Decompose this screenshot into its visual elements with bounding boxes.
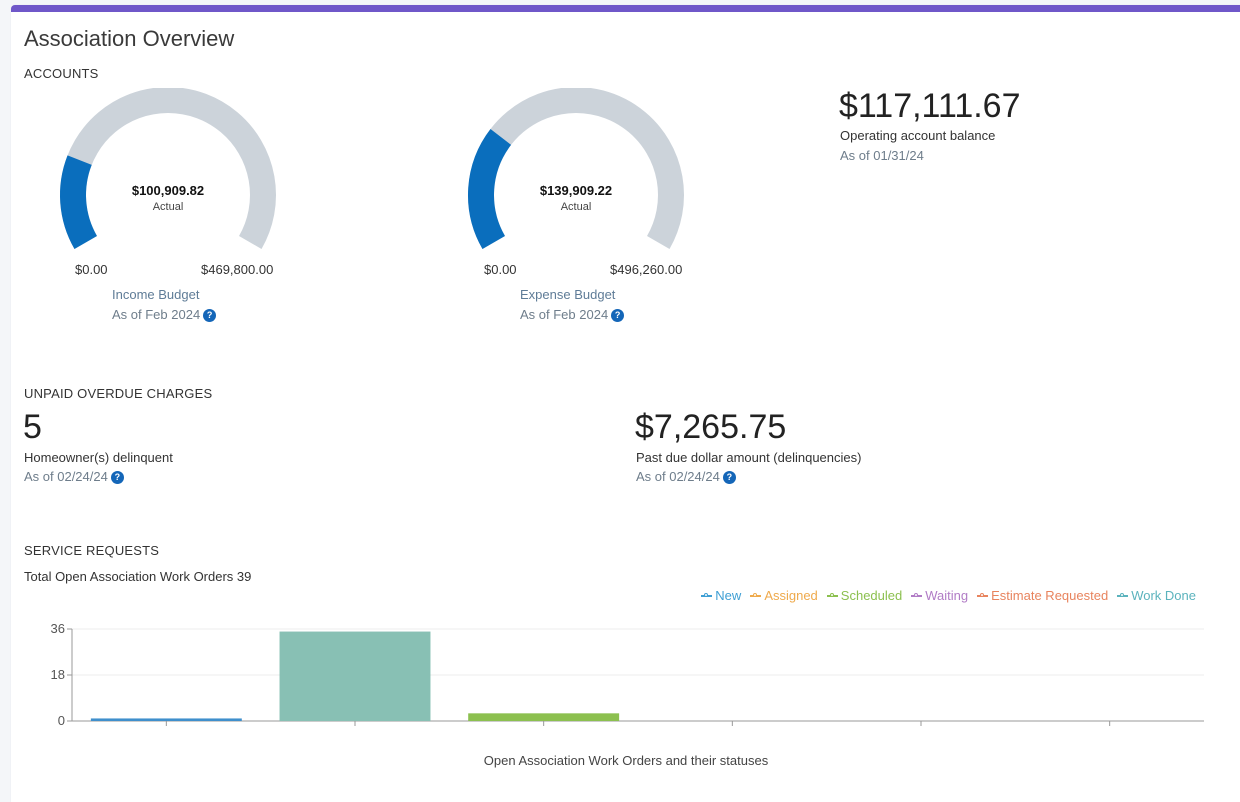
legend-item-new[interactable]: New — [701, 588, 741, 603]
operating-balance-value: $117,111.67 — [839, 87, 1021, 125]
income-actual-label: Actual — [152, 201, 184, 213]
association-overview-card — [11, 5, 1240, 802]
expense-actual-label: Actual — [560, 201, 592, 213]
expense-max-label: $496,260.00 — [610, 262, 683, 277]
income-min-label: $0.00 — [75, 262, 108, 277]
legend-marker-icon — [750, 592, 762, 597]
total-open-work-orders: Total Open Association Work Orders 39 — [24, 569, 252, 584]
legend-label: Assigned — [764, 588, 818, 603]
legend-marker-icon — [701, 592, 713, 597]
legend-item-assigned[interactable]: Assigned — [750, 588, 818, 603]
income-actual-value: $100,909.82 — [131, 183, 205, 198]
y-tick-label: 18 — [51, 667, 65, 682]
legend-item-scheduled[interactable]: Scheduled — [826, 588, 903, 603]
past-due-amount: $7,265.75 — [635, 408, 787, 446]
work-orders-bar-chart: 0 18 36 — [51, 621, 1204, 728]
legend-label: New — [715, 588, 742, 603]
bar-assigned — [279, 631, 431, 721]
income-as-of-text: As of Feb 2024 — [112, 307, 201, 322]
expense-gauge-fill — [468, 129, 512, 249]
past-due-as-of: As of 02/24/24? — [636, 469, 736, 485]
expense-as-of-text: As of Feb 2024 — [520, 307, 609, 322]
legend-item-waiting[interactable]: Waiting — [911, 588, 968, 603]
delinquent-as-of: As of 02/24/24? — [24, 469, 124, 485]
page-title: Association Overview — [24, 26, 235, 51]
income-as-of: As of Feb 2024? — [112, 307, 217, 323]
legend-marker-icon — [911, 592, 923, 597]
income-gauge-fill — [60, 155, 98, 249]
y-tick-label: 0 — [58, 713, 65, 728]
chart-x-axis-label: Open Association Work Orders and their s… — [483, 753, 769, 768]
income-gauge-track — [60, 88, 276, 249]
legend-label: Scheduled — [840, 588, 903, 603]
accounts-section-label: ACCOUNTS — [24, 66, 99, 81]
bar-scheduled — [468, 713, 620, 721]
expense-as-of: As of Feb 2024? — [520, 307, 625, 323]
delinquent-label: Homeowner(s) delinquent — [24, 450, 173, 465]
income-max-label: $469,800.00 — [201, 262, 274, 277]
help-icon[interactable]: ? — [722, 471, 736, 485]
help-icon[interactable]: ? — [203, 309, 217, 323]
income-gauge — [60, 88, 276, 249]
legend-marker-icon — [1117, 592, 1129, 597]
expense-actual-value: $139,909.22 — [539, 183, 613, 198]
legend-label: Waiting — [925, 588, 969, 603]
expense-gauge — [468, 88, 684, 249]
operating-balance-label: Operating account balance — [840, 128, 996, 143]
legend-item-estimate-requested[interactable]: Estimate Requested — [977, 588, 1108, 603]
legend-marker-icon — [826, 592, 838, 597]
income-budget-link[interactable]: Income Budget — [112, 287, 200, 302]
help-icon[interactable]: ? — [110, 471, 124, 485]
help-icon[interactable]: ? — [611, 309, 625, 323]
operating-balance-as-of: As of 01/31/24 — [840, 148, 924, 163]
service-requests-section-label: SERVICE REQUESTS — [24, 543, 160, 558]
unpaid-section-label: UNPAID OVERDUE CHARGES — [24, 386, 213, 401]
legend-item-work-done[interactable]: Work Done — [1117, 588, 1196, 603]
expense-gauge-track — [468, 88, 684, 249]
legend-marker-icon — [977, 592, 989, 597]
delinquent-as-of-text: As of 02/24/24 — [24, 469, 108, 484]
legend-label: Work Done — [1131, 588, 1196, 603]
y-tick-label: 36 — [51, 621, 65, 636]
expense-min-label: $0.00 — [484, 262, 517, 277]
chart-legend: New Assigned Scheduled Waiting Estimate Requ… — [701, 588, 1196, 603]
bar-new — [90, 718, 242, 721]
expense-budget-link[interactable]: Expense Budget — [520, 287, 616, 302]
delinquent-count: 5 — [23, 408, 42, 446]
past-due-label: Past due dollar amount (delinquencies) — [636, 450, 862, 465]
past-due-as-of-text: As of 02/24/24 — [636, 469, 720, 484]
legend-label: Estimate Requested — [991, 588, 1109, 603]
